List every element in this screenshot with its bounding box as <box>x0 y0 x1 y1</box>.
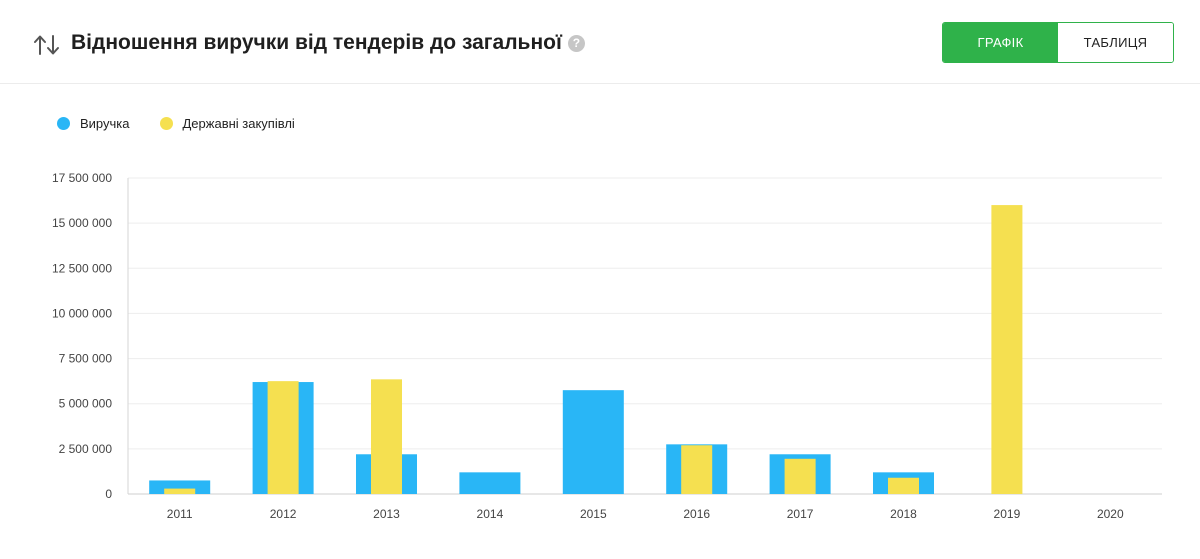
y-tick-label: 5 000 000 <box>59 397 113 411</box>
legend-dot-revenue <box>57 117 70 130</box>
legend-label-procurement: Державні закупівлі <box>182 116 295 131</box>
bar-procurement-2018[interactable] <box>887 477 920 494</box>
x-tick-label: 2017 <box>787 507 814 521</box>
x-tick-label: 2011 <box>167 507 193 521</box>
chart-view-button[interactable]: ГРАФІК <box>943 23 1058 62</box>
bar-procurement-2016[interactable] <box>681 445 713 494</box>
y-tick-label: 10 000 000 <box>52 306 112 320</box>
bar-revenue-2014[interactable] <box>459 472 521 494</box>
y-tick-label: 2 500 000 <box>59 442 113 456</box>
sort-arrows-icon <box>34 35 59 55</box>
bar-procurement-2019[interactable] <box>991 205 1023 495</box>
y-tick-label: 15 000 000 <box>52 216 112 230</box>
page-title: Відношення виручки від тендерів до загал… <box>71 31 585 55</box>
x-tick-label: 2018 <box>890 507 917 521</box>
bar-procurement-2017[interactable] <box>784 458 816 494</box>
y-tick-label: 0 <box>105 487 112 501</box>
y-tick-label: 12 500 000 <box>52 261 112 275</box>
bar-procurement-2012[interactable] <box>267 381 299 494</box>
x-tick-label: 2019 <box>994 507 1021 521</box>
x-tick-label: 2012 <box>270 507 297 521</box>
y-tick-label: 7 500 000 <box>59 352 113 366</box>
x-tick-label: 2014 <box>477 507 504 521</box>
view-toggle: ГРАФІК ТАБЛИЦЯ <box>942 22 1174 63</box>
y-tick-label: 17 500 000 <box>52 171 112 185</box>
legend-label-revenue: Виручка <box>80 116 130 131</box>
bar-procurement-2013[interactable] <box>370 379 403 494</box>
chart-legend: Виручка Державні закупівлі <box>57 116 325 131</box>
table-view-button[interactable]: ТАБЛИЦЯ <box>1058 23 1173 62</box>
x-tick-label: 2016 <box>683 507 710 521</box>
bar-chart: 0 2 500 000 5 000 000 7 500 000 10 000 000 12… <box>52 171 1162 521</box>
help-icon[interactable]: ? <box>567 35 585 52</box>
page-title-text: Відношення виручки від тендерів до загал… <box>71 31 562 54</box>
legend-dot-procurement <box>159 117 173 130</box>
bar-procurement-2011[interactable] <box>164 488 196 494</box>
legend-item-revenue[interactable]: Виручка <box>57 116 130 131</box>
bar-revenue-2015[interactable] <box>562 390 624 494</box>
legend-item-procurement[interactable]: Державні закупівлі <box>159 116 295 131</box>
header: Відношення виручки від тендерів до загал… <box>0 0 1200 84</box>
x-tick-label: 2013 <box>373 507 400 521</box>
x-tick-label: 2015 <box>580 507 607 521</box>
x-tick-label: 2020 <box>1097 507 1124 521</box>
